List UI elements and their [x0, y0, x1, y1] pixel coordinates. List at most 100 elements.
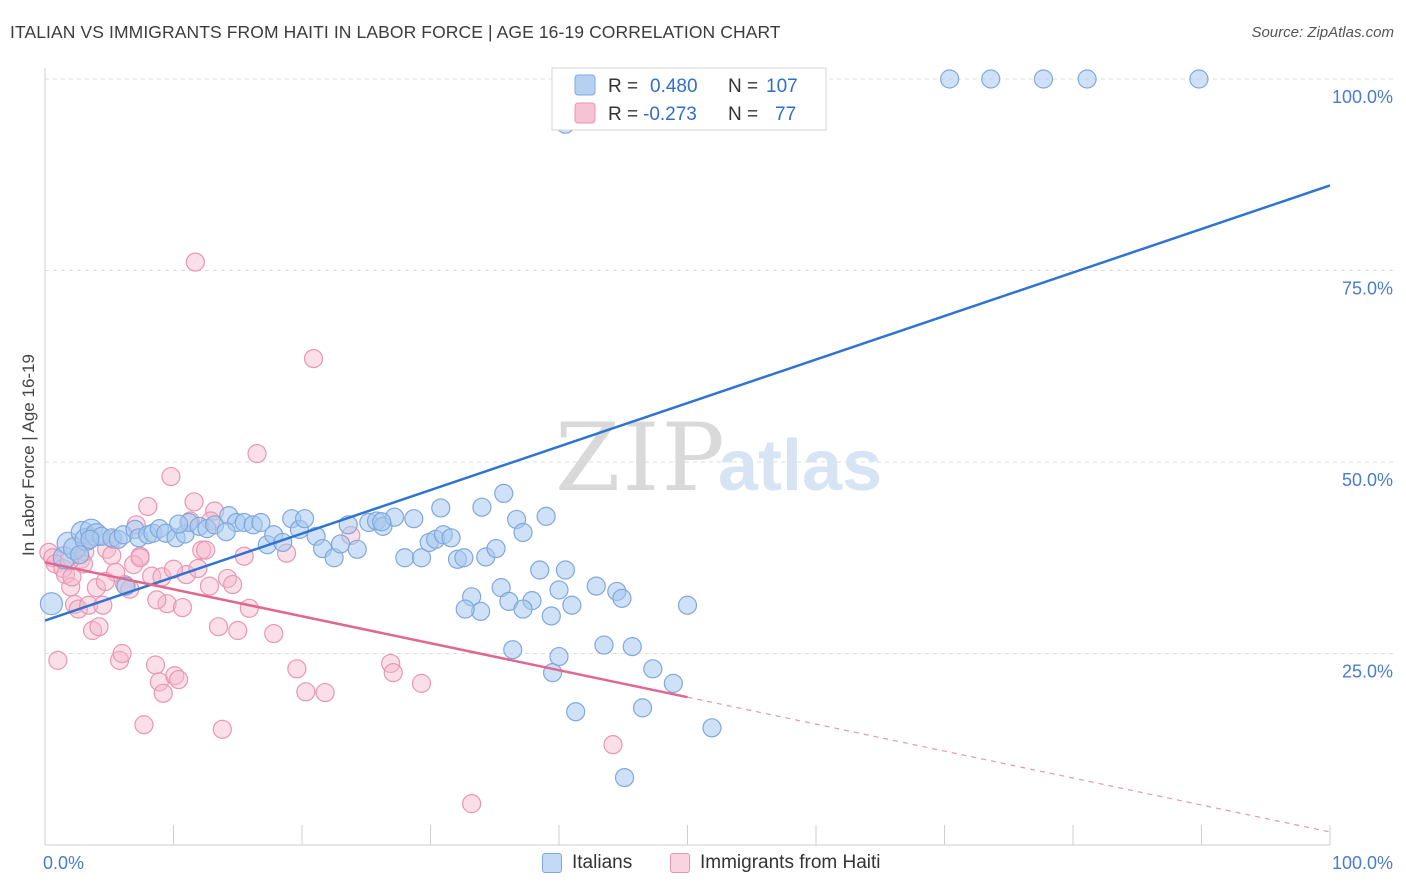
italians-point: [513, 522, 533, 543]
watermark-atlas: atlas: [718, 426, 882, 506]
haiti-point: [208, 617, 229, 637]
italians-point: [612, 588, 632, 608]
legend-r-label-italians: R =: [608, 76, 638, 97]
haiti-point: [112, 643, 132, 664]
italians-point: [632, 698, 653, 718]
haiti-point: [169, 669, 189, 690]
italians-point: [594, 635, 614, 655]
italians-point: [677, 595, 698, 615]
haiti-point: [153, 683, 173, 703]
italians-point: [454, 548, 474, 568]
haiti-point: [223, 574, 243, 595]
italians-point: [536, 506, 556, 526]
italians-point: [614, 767, 635, 788]
haiti-point: [462, 794, 482, 814]
source-label: Source: ZipAtlas.com: [1251, 24, 1394, 41]
grid-lines: [45, 78, 1394, 654]
italians-point: [1033, 69, 1054, 89]
legend-n-label-haiti: N =: [728, 104, 758, 125]
italians-point: [294, 509, 315, 529]
y-axis-label: In Labor Force | Age 16-19: [19, 354, 38, 556]
haiti-point: [134, 715, 154, 735]
legend-label-italians: Italians: [572, 852, 633, 873]
legend-n-value-haiti: 77: [775, 104, 796, 125]
haiti-point: [147, 590, 167, 610]
x-tick-label: 100.0%: [1332, 853, 1393, 873]
legend-swatch-haiti-bottom: [670, 853, 690, 873]
italians-point: [549, 580, 569, 600]
italians-point: [251, 512, 271, 533]
italians-point: [39, 592, 64, 616]
series-italians-points: [39, 69, 1209, 788]
italians-point: [169, 514, 189, 534]
haiti-point: [603, 735, 623, 755]
italians-point: [555, 560, 576, 580]
haiti-point: [185, 252, 205, 272]
x-tick-label: 0.0%: [43, 853, 84, 873]
trend-lines: [44, 184, 1331, 833]
italians-point: [70, 545, 90, 565]
watermark: ZIP atlas: [555, 404, 882, 513]
italians-point: [395, 548, 415, 568]
chart-title: ITALIAN VS IMMIGRANTS FROM HAITI IN LABO…: [10, 22, 781, 42]
haiti-point: [217, 568, 238, 589]
haiti-point: [89, 617, 109, 637]
haiti-point: [102, 545, 122, 566]
haiti-point: [411, 673, 432, 693]
haiti-point: [303, 348, 324, 369]
legend-item-haiti: Immigrants from Haiti: [670, 852, 881, 874]
haiti-point: [383, 663, 403, 683]
haiti-point: [247, 443, 267, 464]
italians-point: [494, 483, 514, 504]
tick-labels: 25.0% 50.0% 75.0% 100.0% 0.0% 100.0%: [43, 87, 1393, 873]
haiti-point: [287, 659, 307, 679]
italians-point: [1189, 69, 1209, 89]
italians-point: [503, 640, 523, 660]
y-tick-label: 25.0%: [1342, 662, 1393, 682]
legend-stats: R = 0.480 N = 107 R = -0.273 N = 77: [551, 67, 827, 131]
legend-r-value-haiti: -0.273: [643, 104, 697, 125]
italians-point: [940, 69, 960, 89]
italians-point: [441, 528, 461, 548]
haiti-point: [239, 598, 259, 618]
italians-point: [431, 498, 451, 518]
haiti-point: [264, 623, 284, 644]
haiti-point: [196, 540, 216, 560]
legend-n-value-italians: 107: [766, 76, 798, 97]
italians-point: [622, 637, 642, 657]
italians-point: [663, 673, 683, 693]
italians-point: [566, 702, 586, 722]
haiti-point: [172, 597, 193, 618]
legend-swatch-italians: [574, 74, 596, 96]
italians-point: [455, 599, 475, 619]
italians-point: [472, 497, 492, 517]
haiti-point: [130, 548, 150, 568]
y-tick-label: 100.0%: [1332, 87, 1393, 107]
italians-trend-line: [44, 184, 1331, 622]
haiti-point: [48, 650, 68, 670]
legend-r-value-italians: 0.480: [650, 76, 698, 97]
haiti-point: [199, 576, 220, 596]
y-tick-label: 50.0%: [1342, 470, 1393, 490]
italians-point: [372, 512, 392, 532]
watermark-zip: ZIP: [555, 404, 727, 513]
haiti-trend-line: [44, 561, 688, 699]
legend-swatch-haiti: [574, 102, 596, 124]
haiti-point: [315, 682, 335, 703]
italians-point: [530, 560, 550, 580]
italians-point: [562, 595, 582, 615]
haiti-point: [228, 620, 248, 641]
haiti-point: [161, 466, 181, 487]
italians-point: [513, 599, 533, 619]
italians-point: [347, 539, 367, 559]
legend-r-label-haiti: R =: [608, 104, 638, 125]
haiti-point: [184, 492, 204, 512]
haiti-point: [157, 594, 177, 614]
haiti-point: [212, 719, 232, 739]
haiti-point: [296, 682, 316, 702]
italians-point: [586, 576, 606, 596]
italians-point: [643, 659, 663, 679]
haiti-point: [138, 496, 158, 517]
italians-point: [411, 548, 432, 568]
